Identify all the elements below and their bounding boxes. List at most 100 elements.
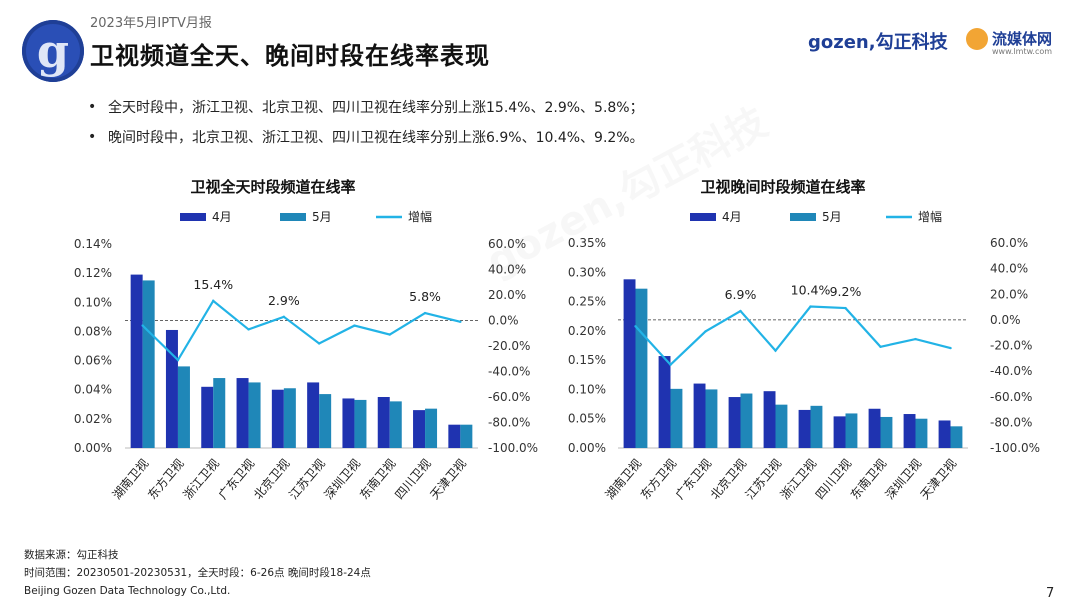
legend-swatch-may [790, 213, 816, 221]
brand-lmtw-url: www.lmtw.com [992, 47, 1053, 56]
bar-april [271, 389, 284, 448]
x-tick-label: 东方卫视 [144, 456, 186, 502]
bar-may [810, 405, 823, 448]
bar-april [307, 382, 320, 448]
growth-point [282, 315, 286, 319]
bar-may [213, 378, 226, 448]
bar-may [880, 416, 893, 448]
summary-bullets: • 全天时段中，浙江卫视、北京卫视、四川卫视在线率分别上涨15.4%、2.9%、… [88, 92, 644, 152]
y-tick-label-left: 0.00% [74, 441, 112, 455]
bar-april [903, 414, 916, 448]
growth-point [844, 306, 847, 310]
growth-point [388, 333, 391, 336]
y-tick-label-left: 0.05% [568, 412, 606, 426]
bar-april [236, 378, 249, 448]
y-tick-label-right: 40.0% [990, 262, 1028, 276]
bar-april [623, 279, 636, 448]
y-tick-label-left: 0.08% [74, 324, 112, 338]
y-tick-label-left: 0.10% [74, 295, 112, 309]
bar-may [354, 399, 367, 448]
bar-may [635, 288, 648, 448]
bar-may [460, 424, 473, 448]
bullet-item: • 晚间时段中，北京卫视、浙江卫视、四川卫视在线率分别上涨6.9%、10.4%、… [88, 122, 644, 152]
growth-point [949, 346, 952, 350]
y-tick-label-left: 0.02% [74, 412, 112, 426]
x-tick-label: 湖南卫视 [602, 456, 644, 502]
bar-may [248, 382, 261, 448]
bullet-text: 晚间时段中，北京卫视、浙江卫视、四川卫视在线率分别上涨6.9%、10.4%、9.… [108, 130, 644, 146]
footer-range: 时间范围：20230501-20230531，全天时段：6-26点 晚间时段18… [24, 567, 371, 579]
footer: 数据来源：勾正科技 时间范围：20230501-20230531，全天时段：6-… [24, 546, 371, 600]
growth-point [176, 358, 180, 362]
y-tick-label-right: -40.0% [990, 364, 1032, 378]
growth-point [914, 337, 917, 341]
growth-point [704, 330, 707, 333]
y-tick-label-right: 20.0% [488, 288, 526, 302]
data-label: 10.4% [791, 283, 831, 298]
x-tick-label: 四川卫视 [812, 456, 854, 502]
x-tick-label: 四川卫视 [391, 456, 433, 502]
growth-point [423, 311, 427, 315]
bullet-text: 全天时段中，浙江卫视、北京卫视、四川卫视在线率分别上涨15.4%、2.9%、5.… [108, 100, 644, 116]
y-tick-label-right: -20.0% [488, 339, 530, 353]
bar-april [413, 410, 426, 448]
growth-point [739, 309, 742, 313]
bar-may [319, 394, 332, 448]
growth-point [353, 324, 356, 327]
x-tick-label: 浙江卫视 [777, 456, 819, 502]
bar-may [177, 366, 190, 448]
y-tick-label-right: -60.0% [488, 390, 530, 404]
bar-april [868, 408, 881, 448]
footer-source: 数据来源：勾正科技 [24, 549, 119, 561]
bar-april [728, 397, 741, 448]
brand-gozen-logo: gozen,勾正科技 [808, 32, 948, 53]
legend-label: 4月 [722, 210, 742, 224]
y-tick-label-right: -80.0% [488, 416, 530, 430]
growth-point [879, 345, 882, 348]
y-tick-label-left: 0.20% [568, 324, 606, 338]
y-tick-label-right: 0.0% [990, 313, 1021, 327]
y-tick-label-left: 0.15% [568, 353, 606, 367]
x-tick-label: 天津卫视 [917, 456, 959, 502]
y-tick-label-left: 0.30% [568, 265, 606, 279]
y-tick-label-left: 0.06% [74, 354, 112, 368]
y-tick-label-left: 0.25% [568, 295, 606, 309]
bar-may [670, 388, 683, 448]
y-tick-label-left: 0.14% [74, 237, 112, 251]
bar-april [938, 420, 951, 448]
y-tick-label-left: 0.12% [74, 266, 112, 280]
x-tick-label: 江苏卫视 [286, 456, 328, 502]
bullet-dot-icon: • [88, 99, 97, 115]
bar-april [833, 416, 846, 448]
x-tick-label: 浙江卫视 [180, 456, 222, 502]
bar-april [201, 386, 214, 448]
bar-april [693, 383, 706, 448]
bar-may [950, 426, 963, 448]
data-label: 15.4% [193, 277, 233, 292]
bar-april [798, 409, 811, 448]
x-tick-label: 湖南卫视 [109, 456, 151, 502]
growth-point [459, 320, 462, 323]
growth-point [247, 328, 250, 331]
y-tick-label-right: 60.0% [488, 237, 526, 251]
growth-line [141, 299, 461, 362]
x-tick-label: 北京卫视 [250, 456, 292, 502]
page-number: 7 [1046, 586, 1055, 601]
x-tick-label: 深圳卫视 [321, 456, 363, 502]
y-tick-label-right: 0.0% [488, 314, 519, 328]
x-tick-label: 广东卫视 [215, 456, 257, 502]
growth-point [141, 324, 144, 327]
page-title: 卫视频道全天、晚间时段在线率表现 [90, 42, 490, 70]
y-tick-label-left: 0.35% [568, 236, 606, 250]
footer-company: Beijing Gozen Data Technology Co.,Ltd. [24, 585, 231, 597]
x-tick-label: 深圳卫视 [882, 456, 924, 502]
y-tick-label-left: 0.00% [568, 441, 606, 455]
chart-title: 卫视全天时段频道在线率 [190, 178, 355, 196]
y-tick-label-right: -20.0% [990, 339, 1032, 353]
bar-may [425, 408, 438, 448]
chart-title: 卫视晚间时段频道在线率 [700, 178, 865, 196]
legend-swatch-april [690, 213, 716, 221]
brand-lmtw-icon [966, 28, 988, 50]
report-tag: 2023年5月IPTV月报 [90, 16, 212, 31]
growth-point [634, 325, 637, 328]
